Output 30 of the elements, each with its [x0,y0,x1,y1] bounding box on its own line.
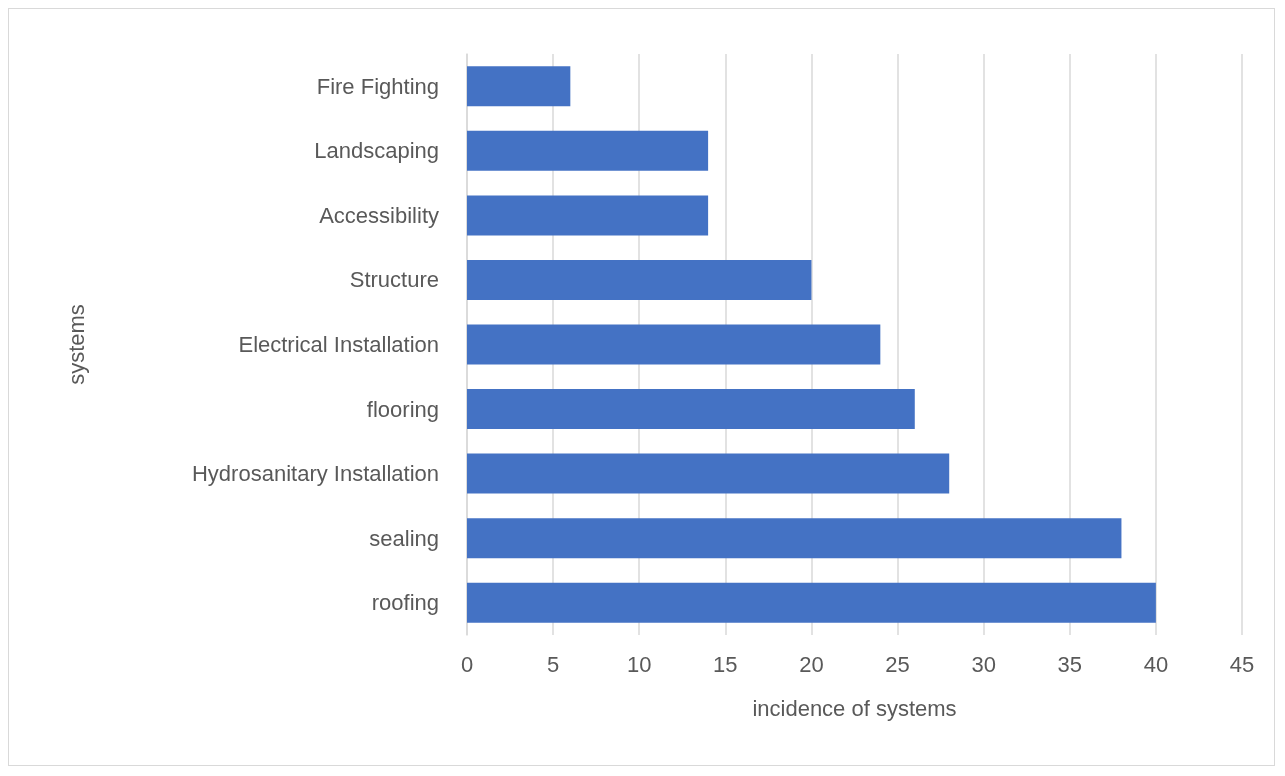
bar [467,195,709,236]
y-axis-title: systems [63,304,89,385]
bar [467,324,881,365]
bar [467,453,950,494]
x-tick-label: 35 [1057,651,1083,677]
y-tick-label: flooring [366,396,439,422]
x-tick-label: 0 [460,651,474,677]
bar [467,66,571,107]
bar [467,582,1156,623]
bar [467,518,1122,559]
y-tick-label: Structure [349,267,439,293]
x-tick-label: 15 [713,651,738,677]
bar [467,389,915,430]
y-tick-label: Electrical Installation [238,332,439,357]
y-tick-label: Hydrosanitary Installation [191,461,439,487]
x-tick-label: 10 [626,651,652,677]
x-tick-label: 5 [546,651,560,677]
y-tick-label: Accessibility [319,202,439,228]
y-tick-label: Landscaping [314,138,439,164]
bar [467,130,709,171]
y-tick-label: Fire Fighting [316,73,439,99]
y-tick-label: roofing [371,590,439,616]
x-tick-label: 40 [1143,651,1169,677]
x-tick-label: 45 [1229,651,1255,677]
x-tick-label: 30 [971,651,996,677]
x-axis-title: incidence of systems [752,695,957,721]
x-tick-label: 25 [885,651,910,677]
bar [467,259,812,300]
x-tick-label: 20 [799,651,824,677]
y-tick-label: sealing [369,525,439,551]
